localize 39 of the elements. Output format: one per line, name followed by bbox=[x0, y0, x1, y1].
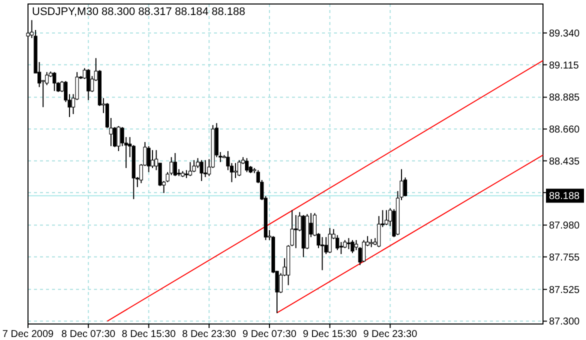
candlestick bbox=[52, 72, 56, 92]
y-tick-label: 89.115 bbox=[549, 60, 580, 72]
y-tick-label: 87.755 bbox=[549, 252, 580, 264]
y-tick-label: 89.340 bbox=[549, 28, 580, 40]
x-tick-label: 8 Dec 07:30 bbox=[61, 329, 116, 340]
x-tick-label: 9 Dec 07:30 bbox=[242, 329, 297, 340]
candlestick bbox=[200, 160, 204, 182]
candlestick bbox=[116, 126, 120, 152]
y-tick-label: 87.300 bbox=[549, 316, 580, 328]
candlestick bbox=[294, 214, 298, 249]
ref-line-label: 88.188 bbox=[549, 191, 580, 202]
candlestick bbox=[173, 152, 177, 177]
x-tick-label: 8 Dec 15:30 bbox=[122, 329, 176, 340]
candlestick bbox=[339, 242, 343, 255]
candlestick bbox=[204, 160, 208, 178]
y-tick-label: 88.885 bbox=[549, 92, 580, 104]
candlestick bbox=[245, 158, 249, 173]
candlestick bbox=[362, 240, 366, 263]
candlestick bbox=[237, 160, 242, 177]
y-tick-label: 88.435 bbox=[549, 156, 580, 168]
candlestick bbox=[146, 146, 151, 173]
candlestick bbox=[350, 240, 354, 254]
candlestick bbox=[150, 150, 154, 169]
y-tick-label: 87.980 bbox=[549, 220, 580, 232]
y-tick-label: 87.525 bbox=[549, 284, 580, 296]
x-tick-label: 8 Dec 23:30 bbox=[182, 329, 236, 340]
candlestick bbox=[192, 160, 196, 173]
candlestick bbox=[384, 210, 388, 226]
candlestick bbox=[328, 228, 332, 254]
x-tick-label: 9 Dec 23:30 bbox=[363, 329, 418, 340]
chart-title: USDJPY,M30 88.300 88.317 88.184 88.188 bbox=[32, 6, 246, 18]
candlestick bbox=[234, 162, 238, 179]
candlestick bbox=[86, 68, 90, 101]
x-tick-label: 9 Dec 15:30 bbox=[302, 329, 358, 340]
candlestick bbox=[320, 236, 324, 271]
y-tick-label: 88.660 bbox=[549, 124, 580, 136]
x-tick-label: 7 Dec 2009 bbox=[2, 329, 54, 340]
candlestick bbox=[346, 238, 350, 250]
candlestick bbox=[188, 162, 192, 177]
